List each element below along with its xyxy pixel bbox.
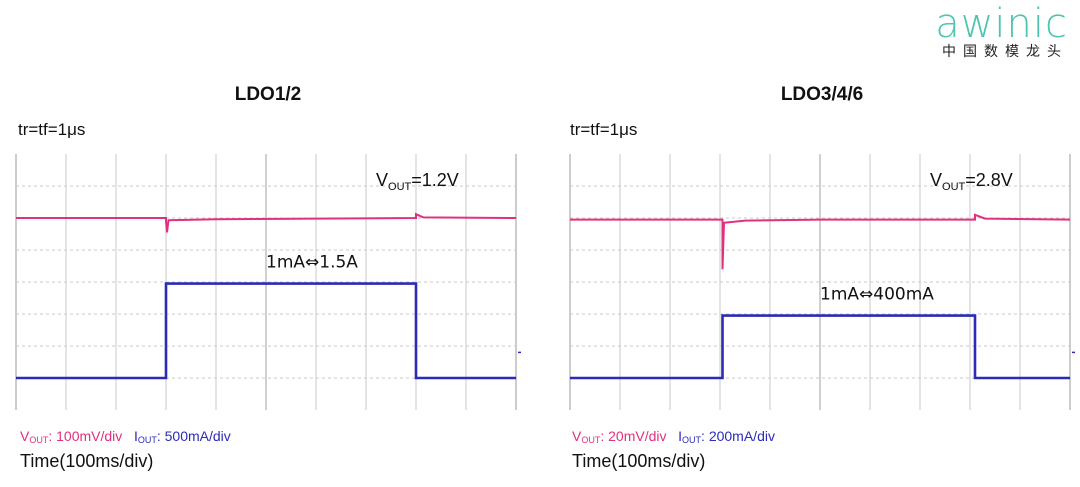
chart-subtitle-ldo346: tr=tf=1μs [570, 120, 638, 139]
legend-iout-ldo12: IOUT: 500mA/div [133, 428, 231, 445]
trace-vout [16, 212, 517, 233]
vout-annotation: VOUT=2.8V [930, 170, 1013, 193]
scope-plot-ldo346: VOUT=2.8V 1mA⇔400mA [569, 154, 1075, 410]
load-step-annotation: 1mA⇔1.5A [266, 253, 358, 273]
vout-annotation: VOUT=1.2V [376, 170, 459, 193]
x-axis-label-ldo12: Time(100ms/div) [20, 451, 154, 471]
legend-vout-ldo346: VOUT: 20mV/div [572, 428, 667, 445]
chart-title-ldo346: LDO3/4/6 [780, 84, 864, 105]
chart-subtitle-ldo12: tr=tf=1μs [18, 120, 86, 139]
awinic-logo: awinic 中国数模龙头 [918, 2, 1068, 60]
legend-ldo12: VOUT: 100mV/div IOUT: 500mA/div [20, 428, 231, 445]
scope-plot-ldo12: VOUT=1.2V 1mA⇔1.5A [15, 154, 521, 410]
trace-iout [16, 282, 516, 380]
legend-vout-ldo12: VOUT: 100mV/div [20, 428, 123, 445]
legend-iout-ldo346: IOUT: 200mA/div [678, 428, 775, 445]
chart-title-ldo12: LDO1/2 [234, 84, 302, 105]
load-step-annotation: 1mA⇔400mA [820, 285, 934, 305]
legend-ldo346: VOUT: 20mV/div IOUT: 200mA/div [572, 428, 775, 445]
logo-subtitle: 中国数模龙头 [942, 44, 1068, 60]
logo-wordmark: awinic [935, 1, 1068, 47]
trace-vout [570, 213, 1071, 270]
trace-iout [570, 314, 1070, 380]
x-axis-label-ldo346: Time(100ms/div) [572, 451, 706, 471]
